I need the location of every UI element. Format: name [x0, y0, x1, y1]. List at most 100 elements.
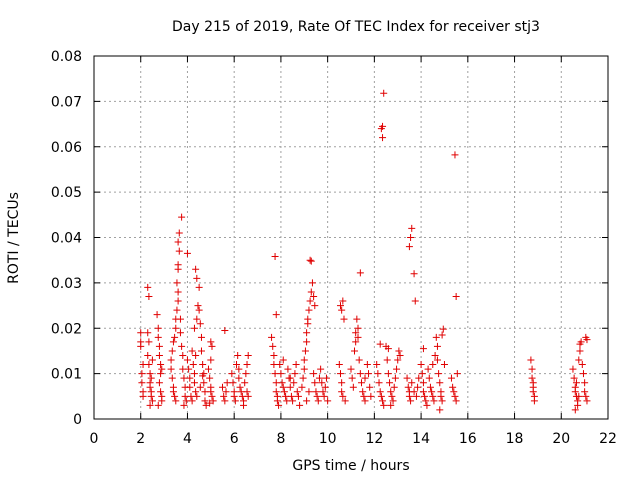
- data-point: [229, 379, 237, 387]
- data-point: [432, 333, 440, 341]
- data-point: [196, 320, 204, 328]
- data-point: [176, 329, 184, 337]
- data-point: [196, 383, 204, 391]
- data-point: [433, 342, 441, 350]
- data-point: [352, 329, 360, 337]
- data-point: [341, 397, 349, 405]
- data-point: [407, 397, 415, 405]
- data-point: [579, 370, 587, 378]
- data-point: [359, 388, 367, 396]
- data-point: [424, 365, 432, 373]
- data-point: [306, 256, 314, 264]
- data-point: [307, 288, 315, 296]
- data-point: [582, 392, 590, 400]
- data-point: [436, 379, 444, 387]
- data-point: [181, 392, 189, 400]
- data-point: [449, 383, 457, 391]
- data-point: [391, 374, 399, 382]
- y-tick-label: 0.01: [51, 367, 82, 383]
- data-point: [303, 397, 311, 405]
- data-point: [282, 392, 290, 400]
- data-point: [171, 333, 179, 341]
- data-point: [271, 253, 279, 261]
- data-point: [199, 372, 207, 380]
- data-point: [440, 361, 448, 369]
- data-point: [173, 306, 181, 314]
- data-point: [305, 388, 313, 396]
- data-point: [419, 345, 427, 353]
- data-point: [178, 213, 186, 221]
- data-point: [186, 374, 194, 382]
- data-point: [435, 370, 443, 378]
- data-point: [421, 392, 429, 400]
- data-point: [193, 392, 201, 400]
- data-point: [407, 234, 415, 241]
- data-point: [363, 361, 371, 369]
- data-point: [405, 392, 413, 400]
- data-point: [220, 392, 228, 400]
- data-point: [390, 383, 398, 391]
- data-point: [293, 388, 301, 396]
- data-point: [300, 365, 308, 373]
- axis-ticks: [93, 55, 609, 420]
- data-point: [389, 397, 397, 405]
- data-point: [145, 361, 153, 369]
- data-point: [186, 383, 194, 391]
- data-point: [243, 388, 251, 396]
- data-point: [207, 388, 215, 396]
- data-point: [146, 370, 154, 378]
- data-point: [157, 388, 165, 396]
- data-point: [171, 392, 179, 400]
- data-point: [574, 401, 582, 409]
- y-axis-label: ROTI / TECUs: [6, 192, 22, 284]
- data-point: [394, 356, 402, 364]
- data-point: [148, 356, 156, 364]
- data-point: [195, 306, 203, 314]
- data-point: [190, 379, 198, 387]
- data-point: [278, 379, 286, 387]
- data-point: [422, 397, 430, 405]
- data-point: [279, 356, 287, 364]
- data-point: [365, 370, 373, 378]
- data-point: [188, 347, 196, 355]
- data-point: [157, 370, 165, 378]
- data-point: [339, 297, 347, 305]
- data-point: [175, 247, 183, 255]
- data-point: [318, 379, 326, 387]
- data-point: [283, 397, 291, 405]
- data-point: [310, 370, 318, 378]
- data-point: [374, 370, 382, 378]
- data-point: [183, 249, 191, 257]
- data-point: [168, 347, 176, 355]
- data-point: [154, 324, 162, 332]
- data-point: [450, 388, 458, 396]
- data-point: [571, 388, 579, 396]
- data-point: [154, 333, 162, 341]
- data-point: [272, 388, 280, 396]
- x-tick-label: 4: [183, 431, 192, 447]
- x-tick-label: 2: [136, 431, 145, 447]
- data-point: [361, 374, 369, 382]
- data-point: [395, 347, 403, 355]
- data-point: [238, 392, 246, 400]
- data-point: [272, 311, 280, 319]
- data-point: [240, 401, 248, 409]
- x-tick-label: 14: [412, 431, 430, 447]
- data-point: [167, 365, 175, 373]
- data-point: [452, 397, 460, 405]
- data-point: [155, 351, 163, 359]
- data-point: [192, 388, 200, 396]
- data-point: [404, 383, 412, 391]
- data-point: [172, 324, 180, 332]
- data-point: [386, 379, 394, 387]
- data-point: [347, 365, 355, 373]
- data-point: [570, 374, 578, 382]
- y-tick-label: 0: [73, 412, 82, 428]
- data-point: [351, 347, 359, 355]
- data-point: [207, 338, 215, 346]
- data-point: [356, 269, 364, 277]
- data-point: [403, 374, 411, 382]
- data-point: [169, 338, 177, 346]
- x-tick-labels: 0 2 4 6 8 10 12 14 16 18 20 22: [90, 431, 617, 447]
